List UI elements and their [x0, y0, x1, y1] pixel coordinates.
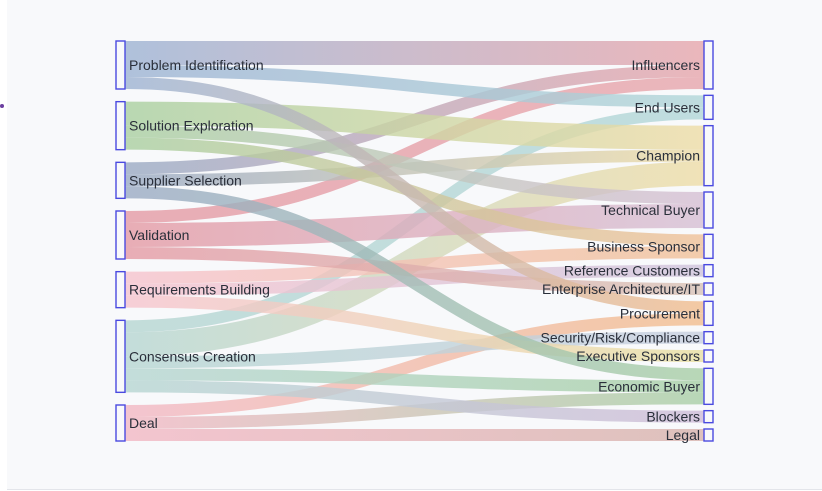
- target-node-label: Security/Risk/Compliance: [541, 330, 701, 346]
- chart-frame: Problem Identification Solution Explorati…: [7, 0, 822, 490]
- target-node[interactable]: [703, 367, 714, 406]
- sankey-link: [124, 186, 705, 381]
- target-node-label: Reference Customers: [564, 263, 700, 279]
- source-node-label: Requirements Building: [129, 282, 270, 298]
- target-node[interactable]: [703, 428, 714, 442]
- side-marker-dot: [0, 104, 4, 108]
- source-node[interactable]: [115, 404, 126, 442]
- sankey-link: [124, 247, 705, 295]
- target-node[interactable]: [703, 191, 714, 229]
- target-node-label: Blockers: [646, 409, 700, 425]
- source-node[interactable]: [115, 161, 126, 200]
- target-node[interactable]: [703, 94, 714, 121]
- target-node-label: End Users: [635, 99, 700, 115]
- sankey-link: [124, 65, 705, 108]
- target-node[interactable]: [703, 300, 714, 327]
- nodes-layer: [115, 40, 714, 442]
- target-node-label: Enterprise Architecture/IT: [542, 281, 700, 297]
- target-node[interactable]: [703, 282, 714, 296]
- source-node[interactable]: [115, 100, 126, 151]
- links-layer: [124, 40, 705, 442]
- sankey-link: [124, 77, 705, 314]
- target-node[interactable]: [703, 263, 714, 278]
- target-node[interactable]: [703, 40, 714, 90]
- target-node-label: Business Sponsor: [587, 238, 700, 254]
- sankey-link: [124, 101, 705, 150]
- labels-layer: Problem Identification Solution Explorati…: [129, 57, 700, 443]
- sankey-link: [124, 331, 705, 369]
- source-node-label: Deal: [129, 415, 158, 431]
- source-node-label: Solution Exploration: [129, 118, 254, 134]
- source-node[interactable]: [115, 319, 126, 394]
- sankey-link: [124, 380, 705, 423]
- sankey-link: [124, 204, 705, 247]
- target-node-label: Champion: [636, 148, 700, 164]
- source-node-label: Supplier Selection: [129, 172, 242, 188]
- target-node-label: Influencers: [632, 57, 700, 73]
- sankey-link: [124, 295, 705, 362]
- sankey-chart: Problem Identification Solution Explorati…: [115, 40, 714, 443]
- target-node-label: Executive Sponsors: [576, 348, 700, 364]
- target-node[interactable]: [703, 349, 714, 363]
- target-node[interactable]: [703, 124, 714, 187]
- source-node-label: Problem Identification: [129, 57, 264, 73]
- sankey-link: [124, 77, 705, 223]
- target-node[interactable]: [703, 330, 714, 345]
- source-node-label: Consensus Creation: [129, 348, 256, 364]
- target-node-label: Technical Buyer: [601, 202, 700, 218]
- target-node-label: Economic Buyer: [598, 378, 700, 394]
- sankey-link: [124, 392, 705, 429]
- target-node[interactable]: [703, 233, 714, 260]
- sankey-link: [124, 368, 705, 393]
- source-node-label: Validation: [129, 227, 189, 243]
- source-node[interactable]: [115, 210, 126, 260]
- target-node-label: Legal: [666, 427, 700, 443]
- sankey-link: [124, 313, 705, 417]
- sankey-link: [124, 125, 705, 204]
- target-node[interactable]: [703, 409, 714, 424]
- source-node[interactable]: [115, 40, 126, 90]
- source-node[interactable]: [115, 270, 126, 309]
- target-node-label: Procurement: [620, 305, 700, 321]
